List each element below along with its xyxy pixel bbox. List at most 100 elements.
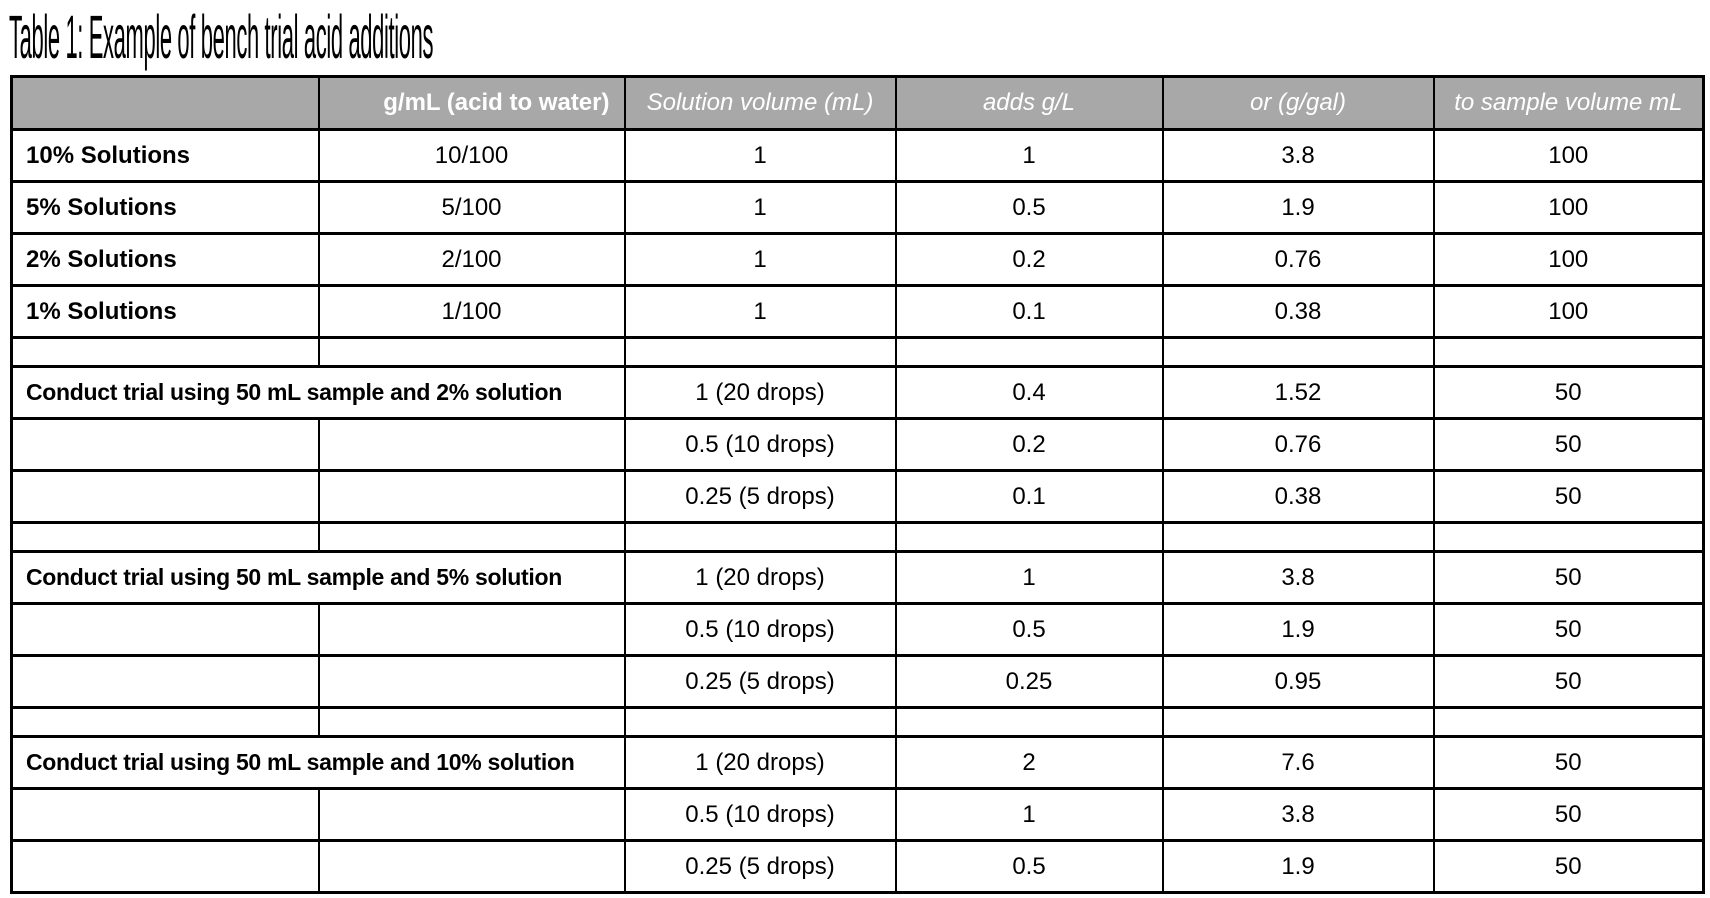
table-cell: 0.5 (10 drops) [623, 417, 897, 472]
table-cell: 3.8 [1161, 550, 1435, 605]
column-header-adds-gl: adds g/L [894, 75, 1164, 131]
table-cell: 100 [1432, 284, 1705, 339]
table-cell: 3.8 [1161, 128, 1435, 183]
table-cell: 1 (20 drops) [623, 550, 897, 605]
empty-cell [1432, 521, 1705, 553]
empty-cell [1161, 706, 1435, 738]
empty-cell [317, 787, 626, 842]
table-cell: 50 [1432, 654, 1705, 709]
empty-cell [623, 706, 897, 738]
table-cell: 0.76 [1161, 417, 1435, 472]
table-cell: 0.38 [1161, 469, 1435, 524]
trial-sub-row: 0.25 (5 drops) 0.1 0.38 50 [10, 469, 1705, 524]
table-cell: 50 [1432, 365, 1705, 420]
table-cell: 1.9 [1161, 180, 1435, 235]
table-cell: 0.1 [894, 284, 1164, 339]
empty-cell [10, 336, 320, 368]
trial-label: Conduct trial using 50 mL sample and 10%… [10, 735, 626, 790]
empty-cell [317, 839, 626, 894]
table-cell: 0.5 [894, 839, 1164, 894]
spacer-row [10, 521, 1705, 553]
table-cell: 2 [894, 735, 1164, 790]
empty-cell [10, 654, 320, 709]
table-cell: 1 (20 drops) [623, 735, 897, 790]
table-row: 10% Solutions 10/100 1 1 3.8 100 [10, 128, 1705, 183]
table-cell: 100 [1432, 180, 1705, 235]
table-cell: 1 [623, 232, 897, 287]
column-header-sample-volume: to sample volume mL [1432, 75, 1705, 131]
empty-cell [10, 839, 320, 894]
table-cell: 0.25 (5 drops) [623, 839, 897, 894]
table-cell: 50 [1432, 735, 1705, 790]
empty-cell [1161, 521, 1435, 553]
table-cell: 1.52 [1161, 365, 1435, 420]
row-label: 5% Solutions [10, 180, 320, 235]
table-cell: 1.9 [1161, 839, 1435, 894]
empty-cell [894, 706, 1164, 738]
table-cell: 5/100 [317, 180, 626, 235]
table-cell: 1 [894, 550, 1164, 605]
table-cell: 100 [1432, 128, 1705, 183]
trial-header-row: Conduct trial using 50 mL sample and 5% … [10, 550, 1705, 605]
empty-cell [623, 336, 897, 368]
empty-cell [317, 602, 626, 657]
table-row: 1% Solutions 1/100 1 0.1 0.38 100 [10, 284, 1705, 339]
empty-cell [1161, 336, 1435, 368]
trial-header-row: Conduct trial using 50 mL sample and 2% … [10, 365, 1705, 420]
row-label: 10% Solutions [10, 128, 320, 183]
table-cell: 1 [623, 284, 897, 339]
table-cell: 0.2 [894, 232, 1164, 287]
empty-cell [894, 336, 1164, 368]
table-cell: 1 (20 drops) [623, 365, 897, 420]
empty-cell [317, 521, 626, 553]
table-cell: 0.1 [894, 469, 1164, 524]
table-cell: 1 [623, 180, 897, 235]
table-cell: 0.4 [894, 365, 1164, 420]
empty-cell [1432, 706, 1705, 738]
table-cell: 7.6 [1161, 735, 1435, 790]
trial-label: Conduct trial using 50 mL sample and 5% … [10, 550, 626, 605]
table-cell: 0.25 [894, 654, 1164, 709]
empty-cell [317, 417, 626, 472]
row-label: 1% Solutions [10, 284, 320, 339]
table-cell: 0.25 (5 drops) [623, 469, 897, 524]
table-cell: 50 [1432, 417, 1705, 472]
table-cell: 0.95 [1161, 654, 1435, 709]
empty-cell [317, 469, 626, 524]
empty-cell [623, 521, 897, 553]
empty-cell [894, 521, 1164, 553]
trial-header-row: Conduct trial using 50 mL sample and 10%… [10, 735, 1705, 790]
table-cell: 0.25 (5 drops) [623, 654, 897, 709]
empty-cell [1432, 336, 1705, 368]
table-cell: 0.5 [894, 602, 1164, 657]
table-cell: 10/100 [317, 128, 626, 183]
table-row: 5% Solutions 5/100 1 0.5 1.9 100 [10, 180, 1705, 235]
trial-sub-row: 0.25 (5 drops) 0.25 0.95 50 [10, 654, 1705, 709]
empty-cell [10, 602, 320, 657]
row-label: 2% Solutions [10, 232, 320, 287]
empty-cell [10, 521, 320, 553]
column-header-acid-ratio: g/mL (acid to water) [317, 75, 626, 131]
column-header-g-gal: or (g/gal) [1161, 75, 1435, 131]
table-cell: 0.5 (10 drops) [623, 787, 897, 842]
table-cell: 1/100 [317, 284, 626, 339]
table-cell: 50 [1432, 469, 1705, 524]
table-cell: 50 [1432, 550, 1705, 605]
empty-cell [10, 706, 320, 738]
spacer-row [10, 336, 1705, 368]
trial-sub-row: 0.5 (10 drops) 1 3.8 50 [10, 787, 1705, 842]
table-cell: 2/100 [317, 232, 626, 287]
table-cell: 0.2 [894, 417, 1164, 472]
acid-additions-table: g/mL (acid to water) Solution volume (mL… [10, 75, 1705, 894]
trial-sub-row: 0.5 (10 drops) 0.5 1.9 50 [10, 602, 1705, 657]
table-cell: 50 [1432, 602, 1705, 657]
table-cell: 1 [894, 787, 1164, 842]
table-cell: 0.76 [1161, 232, 1435, 287]
empty-cell [10, 469, 320, 524]
header-row: g/mL (acid to water) Solution volume (mL… [10, 75, 1705, 131]
empty-cell [317, 654, 626, 709]
table-cell: 1 [894, 128, 1164, 183]
trial-label: Conduct trial using 50 mL sample and 2% … [10, 365, 626, 420]
empty-cell [317, 336, 626, 368]
